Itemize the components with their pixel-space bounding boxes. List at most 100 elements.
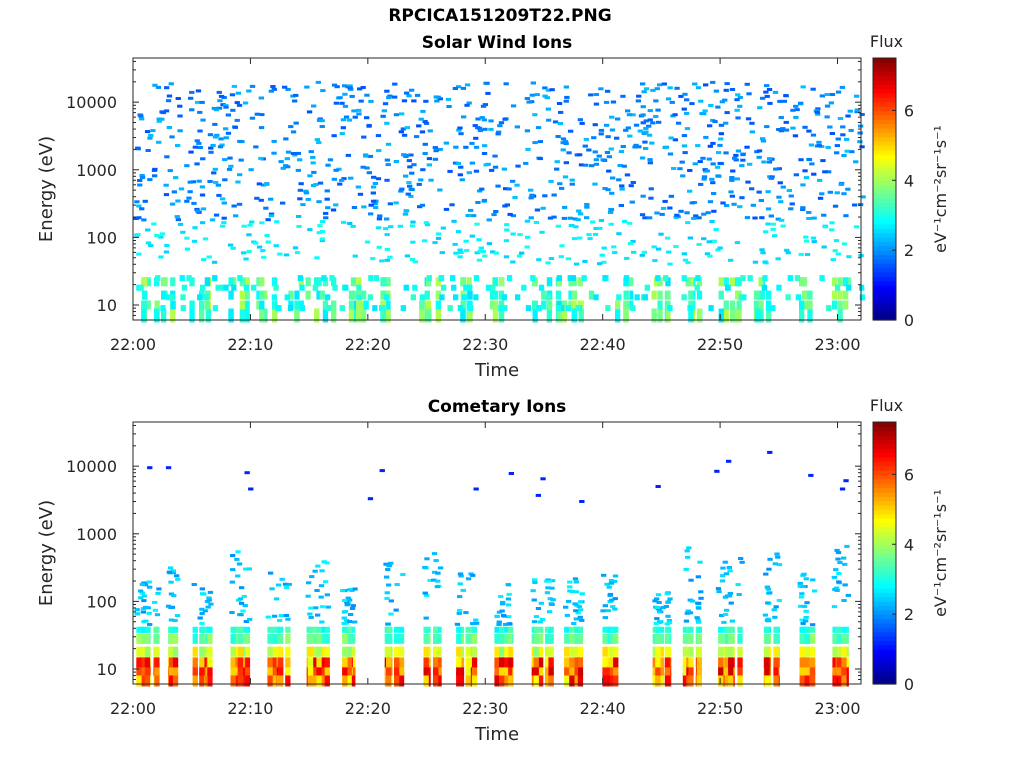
heatmap-cell (667, 305, 673, 312)
heatmap-cell (356, 284, 362, 291)
heatmap-cell (810, 672, 816, 687)
heatmap-cell (400, 305, 406, 312)
heatmap-cell (494, 672, 500, 687)
heatmap-cell (423, 221, 429, 225)
heatmap-cell (605, 188, 611, 192)
heatmap-cell (807, 300, 813, 310)
heatmap-cell (616, 232, 622, 236)
colorbar-segment (873, 443, 896, 449)
heatmap-cell (317, 181, 324, 185)
colorbar-segment (873, 114, 896, 120)
heatmap-cell (136, 204, 142, 208)
heatmap-cell (488, 119, 494, 123)
heatmap-cell (324, 593, 330, 597)
heatmap-cell (844, 137, 850, 141)
heatmap-cell (314, 308, 320, 323)
heatmap-cell (801, 277, 808, 287)
heatmap-cell (849, 150, 855, 154)
heatmap-cell (561, 300, 567, 310)
heatmap-cell (666, 250, 672, 254)
heatmap-cell (285, 150, 292, 154)
heatmap-cell (141, 599, 147, 603)
heatmap-cell (192, 145, 198, 149)
colorbar-title: Flux (870, 396, 903, 415)
heatmap-cell (788, 207, 794, 211)
heatmap-cell (695, 618, 701, 622)
heatmap-cell (577, 657, 584, 668)
heatmap-cell (283, 586, 290, 589)
heatmap-cell (647, 161, 653, 165)
y-tick-label: 10 (97, 660, 117, 679)
heatmap-cell (456, 128, 462, 132)
heatmap-cell (770, 222, 777, 226)
heatmap-cell (766, 300, 772, 310)
heatmap-cell (364, 240, 371, 244)
heatmap-cell (283, 614, 290, 617)
heatmap-cell (841, 192, 847, 196)
heatmap-cell (767, 157, 773, 161)
heatmap-cell (808, 143, 815, 147)
heatmap-cell (247, 617, 253, 621)
heatmap-cell (408, 153, 414, 157)
colorbar-segment (873, 553, 896, 558)
heatmap-cell (158, 255, 164, 259)
heatmap-cell (808, 473, 814, 477)
colorbar-segment (873, 461, 896, 467)
heatmap-cell (803, 176, 810, 180)
heatmap-cell (439, 251, 445, 255)
heatmap-cell (727, 569, 733, 573)
heatmap-cell (191, 201, 197, 205)
heatmap-cell (432, 146, 438, 150)
heatmap-cell (829, 221, 835, 225)
heatmap-cell (741, 294, 747, 301)
heatmap-cell (776, 195, 782, 199)
heatmap-cell (478, 246, 484, 250)
heatmap-cell (572, 217, 578, 221)
heatmap-cell (319, 569, 325, 573)
heatmap-cell (463, 611, 469, 615)
heatmap-cell (386, 657, 392, 668)
heatmap-cell (453, 294, 459, 301)
heatmap-cell (752, 260, 759, 264)
heatmap-cell (136, 646, 142, 657)
heatmap-cell (367, 294, 373, 301)
heatmap-cell (233, 214, 239, 218)
heatmap-cell (568, 290, 574, 300)
heatmap-cell (440, 226, 446, 230)
heatmap-cell (618, 150, 625, 153)
heatmap-cell (544, 591, 551, 595)
heatmap-cell (457, 173, 463, 177)
heatmap-cell (650, 88, 656, 92)
heatmap-cell (419, 308, 425, 323)
heatmap-cell (346, 633, 352, 644)
heatmap-cell (244, 308, 250, 323)
heatmap-cell (826, 305, 832, 312)
heatmap-cell (423, 616, 429, 620)
heatmap-cell (503, 255, 510, 259)
colorbar-segment (873, 653, 896, 659)
heatmap-cell (529, 93, 535, 97)
heatmap-cell (510, 232, 516, 236)
heatmap-cell (571, 622, 577, 625)
colorbar-segment (873, 258, 896, 264)
heatmap-cell (832, 204, 839, 208)
heatmap-cell (730, 169, 736, 173)
heatmap-cell (269, 587, 275, 591)
heatmap-cell (510, 104, 517, 108)
heatmap-cell (416, 182, 422, 186)
heatmap-cell (324, 197, 330, 201)
heatmap-cell (846, 284, 852, 291)
heatmap-cell (144, 130, 151, 134)
heatmap-cell (244, 290, 250, 300)
heatmap-cell (806, 217, 812, 220)
heatmap-cell (740, 158, 746, 162)
heatmap-cell (437, 97, 443, 101)
heatmap-cell (465, 577, 472, 581)
heatmap-cell (465, 672, 471, 687)
heatmap-cell (651, 308, 657, 323)
heatmap-cell (259, 290, 265, 300)
heatmap-cell (481, 118, 487, 122)
heatmap-cell (836, 672, 842, 687)
heatmap-cell (845, 277, 852, 287)
heatmap-cell (674, 86, 680, 90)
